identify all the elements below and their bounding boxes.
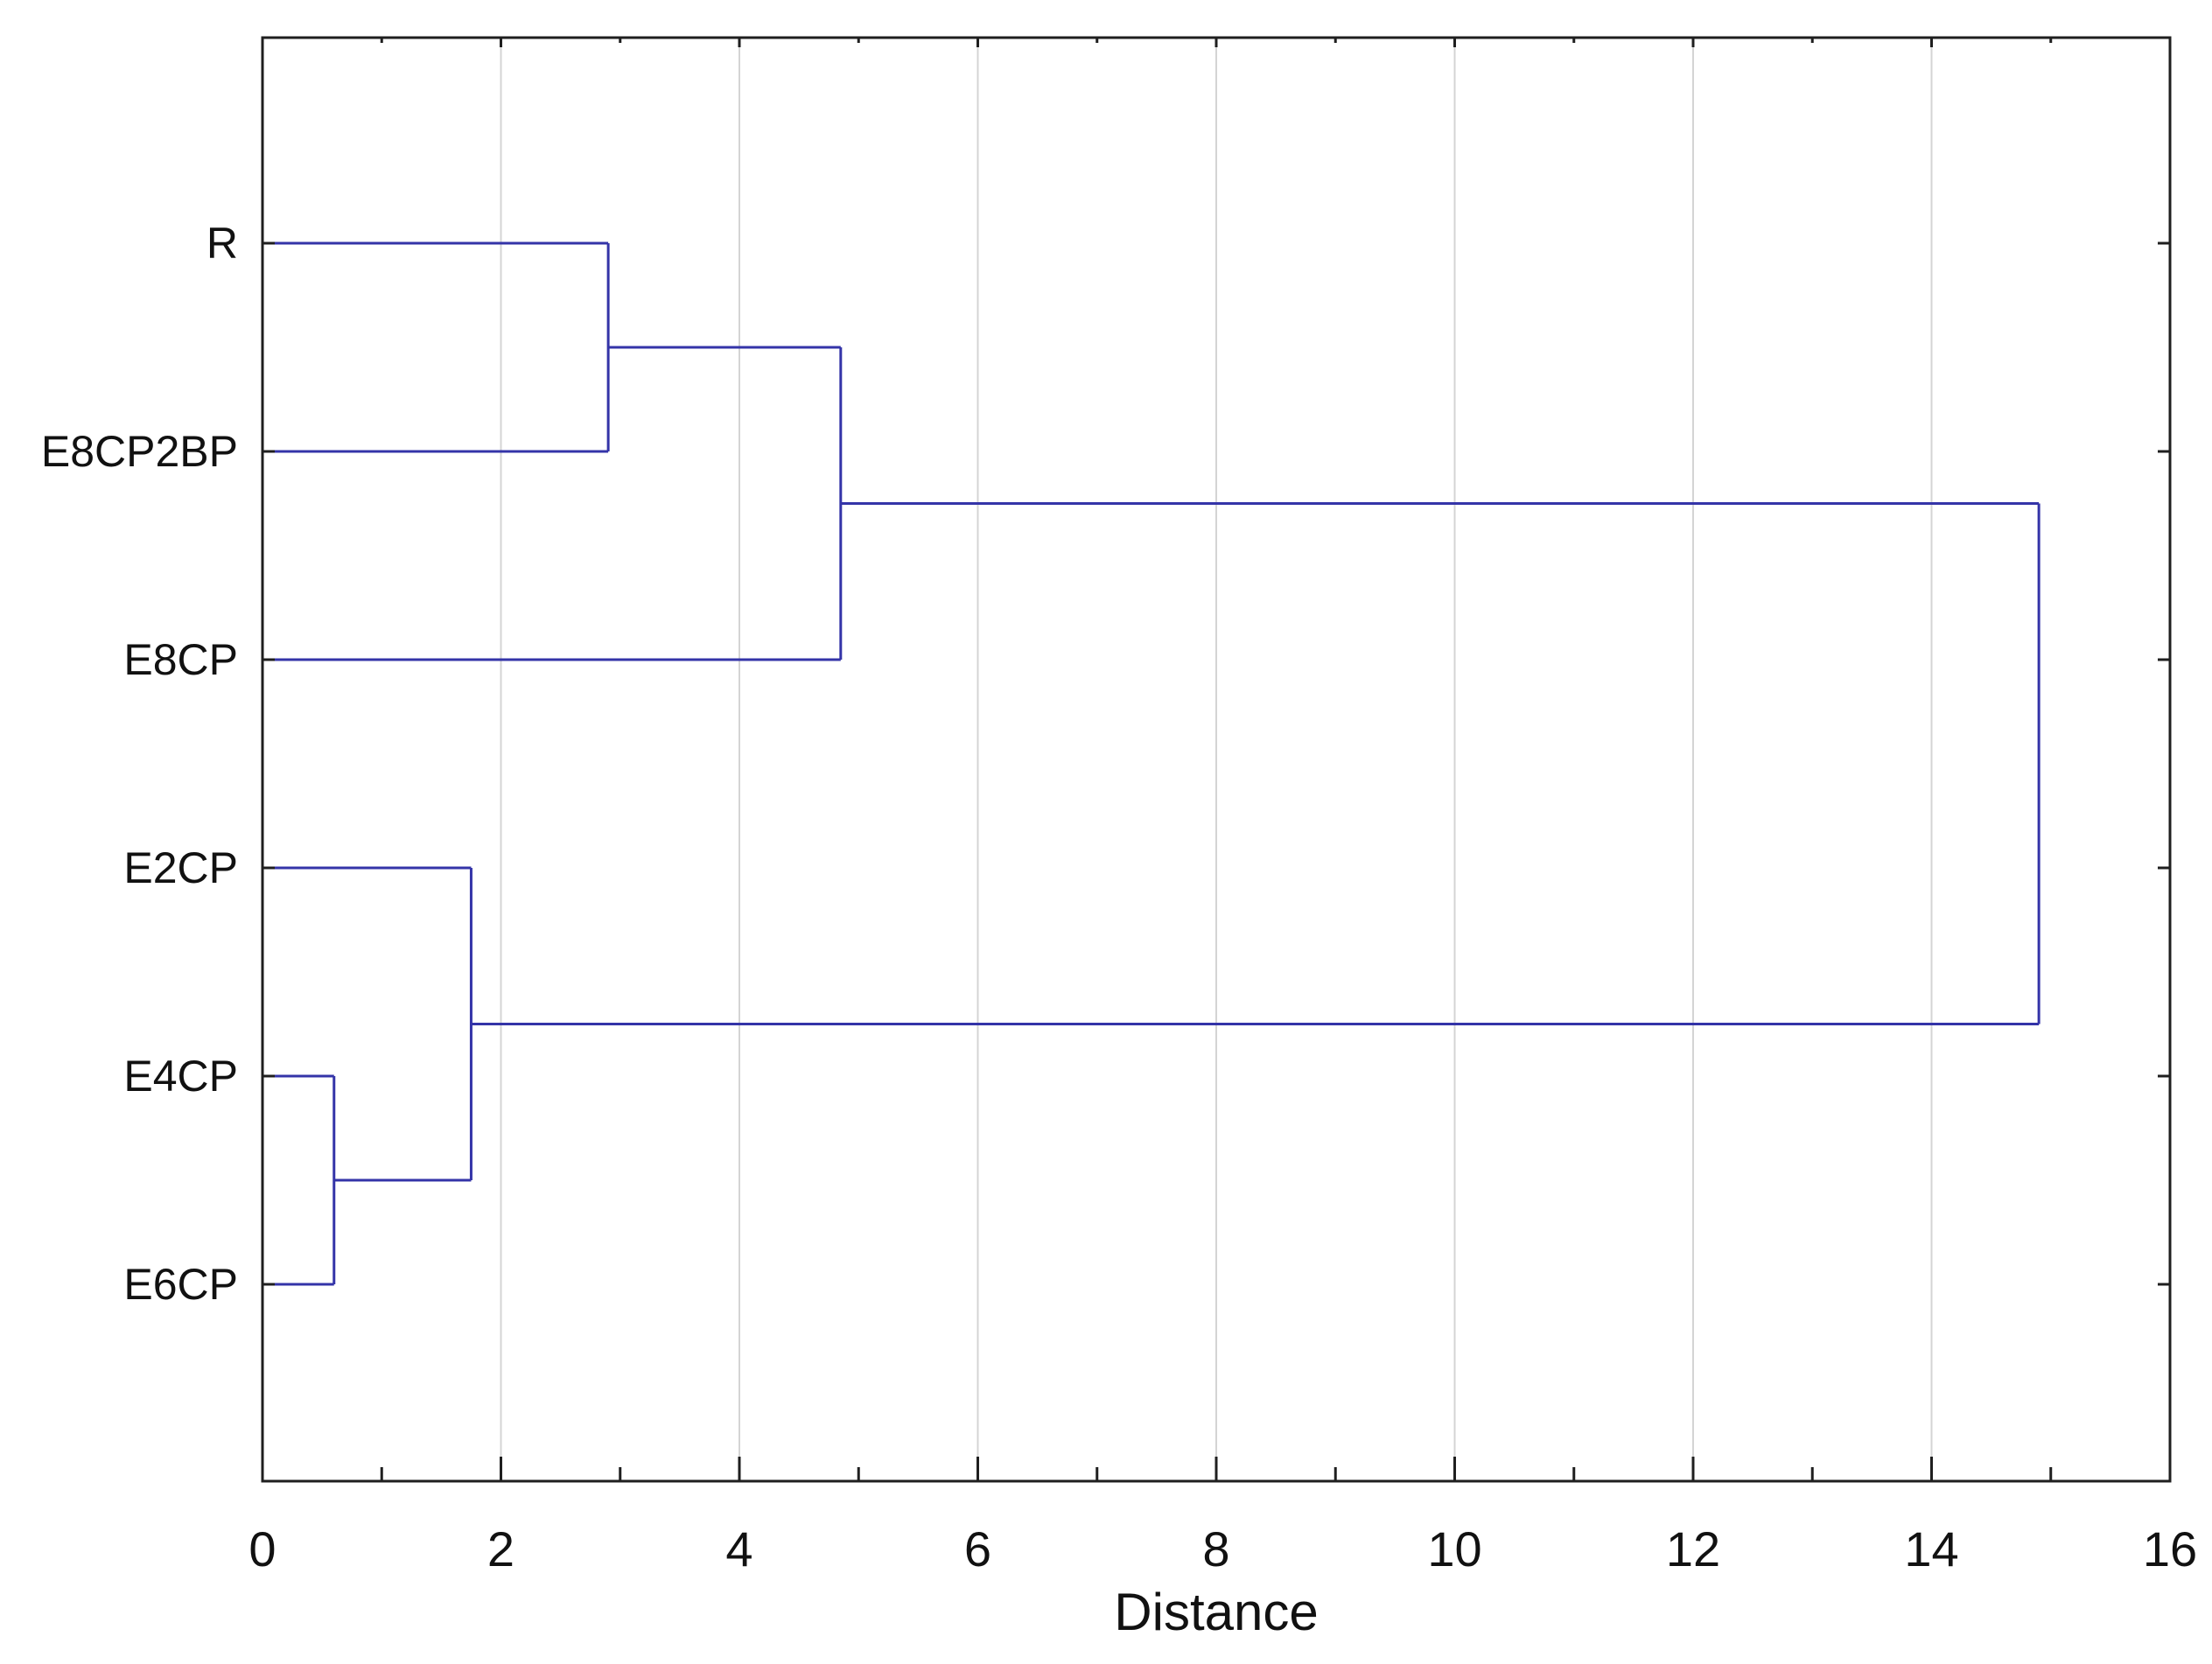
axis-ticks — [262, 38, 2170, 1481]
leaf-label: E8CP — [123, 635, 238, 684]
x-tick-label: 8 — [1202, 1521, 1229, 1577]
x-tick-label: 10 — [1427, 1521, 1481, 1577]
x-tick-label: 2 — [487, 1521, 514, 1577]
leaf-label: E2CP — [123, 843, 238, 892]
x-tick-labels: 0 2 4 6 8 10 12 14 16 — [248, 1521, 2197, 1577]
leaf-label: E6CP — [123, 1260, 238, 1309]
leaf-label: E8CP2BP — [41, 427, 238, 476]
x-tick-label: 0 — [248, 1521, 276, 1577]
gridlines — [500, 38, 1933, 1481]
x-tick-label: 16 — [2143, 1521, 2197, 1577]
leaf-labels: R E8CP2BP E8CP E2CP E4CP E6CP — [41, 219, 238, 1309]
x-tick-label: 6 — [964, 1521, 991, 1577]
leaf-label: E4CP — [123, 1052, 238, 1101]
x-tick-label: 14 — [1904, 1521, 1958, 1577]
x-tick-label: 4 — [725, 1521, 752, 1577]
x-axis-title: Distance — [1114, 1583, 1319, 1641]
leaf-label: R — [206, 219, 238, 268]
x-tick-label: 12 — [1666, 1521, 1720, 1577]
dendrogram-links — [262, 241, 2040, 1286]
